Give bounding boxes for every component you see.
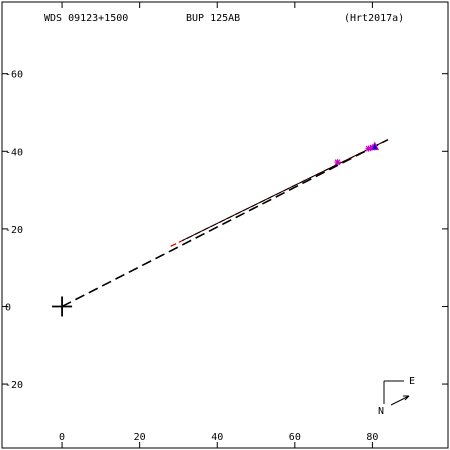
discoverer-label: BUP 125AB	[186, 13, 240, 24]
compass-arrow-shaft	[390, 395, 410, 406]
compass-east-label: E	[409, 376, 415, 387]
asterisk-stroke	[334, 159, 341, 166]
observation-points	[334, 141, 380, 166]
x-tick-label: 0	[59, 432, 65, 443]
wds-id-label: WDS 09123+1500	[44, 13, 128, 24]
y-tick-label: -20	[5, 380, 23, 391]
x-tick-label: 40	[211, 432, 223, 443]
orbit-line	[61, 138, 389, 308]
x-tick-label: 80	[366, 432, 378, 443]
reference-label: (Hrt2017a)	[344, 13, 404, 24]
orbit-lines	[61, 138, 389, 308]
compass-arrow-head-b	[404, 395, 410, 401]
y-tick-label: -60	[5, 70, 23, 81]
x-tick-label: 60	[289, 432, 301, 443]
solution-line	[182, 139, 389, 241]
compass: E N	[378, 376, 415, 417]
observation-asterisk	[334, 159, 341, 166]
y-tick-label: -40	[5, 147, 23, 158]
y-tick-label: -20	[5, 225, 23, 236]
x-tick-label: 20	[134, 432, 146, 443]
y-tick-label: 0	[5, 302, 11, 313]
observation-triangle	[370, 141, 380, 151]
primary-star-marker	[52, 296, 73, 317]
compass-north-label: N	[378, 406, 384, 417]
